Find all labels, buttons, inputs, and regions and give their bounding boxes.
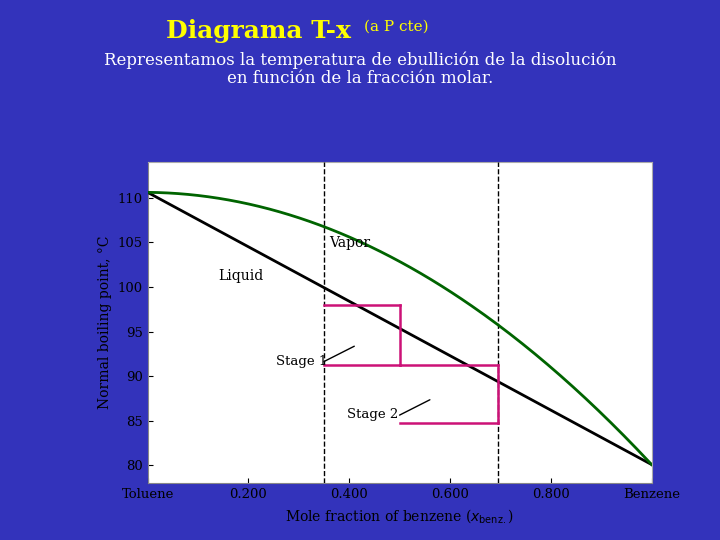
X-axis label: Mole fraction of benzene ($x_\mathrm{benz.}$): Mole fraction of benzene ($x_\mathrm{ben… [285, 507, 514, 524]
Text: en función de la fracción molar.: en función de la fracción molar. [227, 70, 493, 87]
Text: Vapor: Vapor [329, 236, 370, 250]
Text: Stage 1: Stage 1 [276, 355, 328, 368]
Text: Liquid: Liquid [218, 269, 264, 283]
Text: Representamos la temperatura de ebullición de la disolución: Representamos la temperatura de ebullici… [104, 51, 616, 69]
Text: (a P cte): (a P cte) [364, 20, 428, 34]
Text: Stage 2: Stage 2 [346, 408, 398, 421]
Text: Diagrama T-x: Diagrama T-x [166, 19, 360, 43]
Y-axis label: Normal boiling point, °C: Normal boiling point, °C [98, 236, 112, 409]
